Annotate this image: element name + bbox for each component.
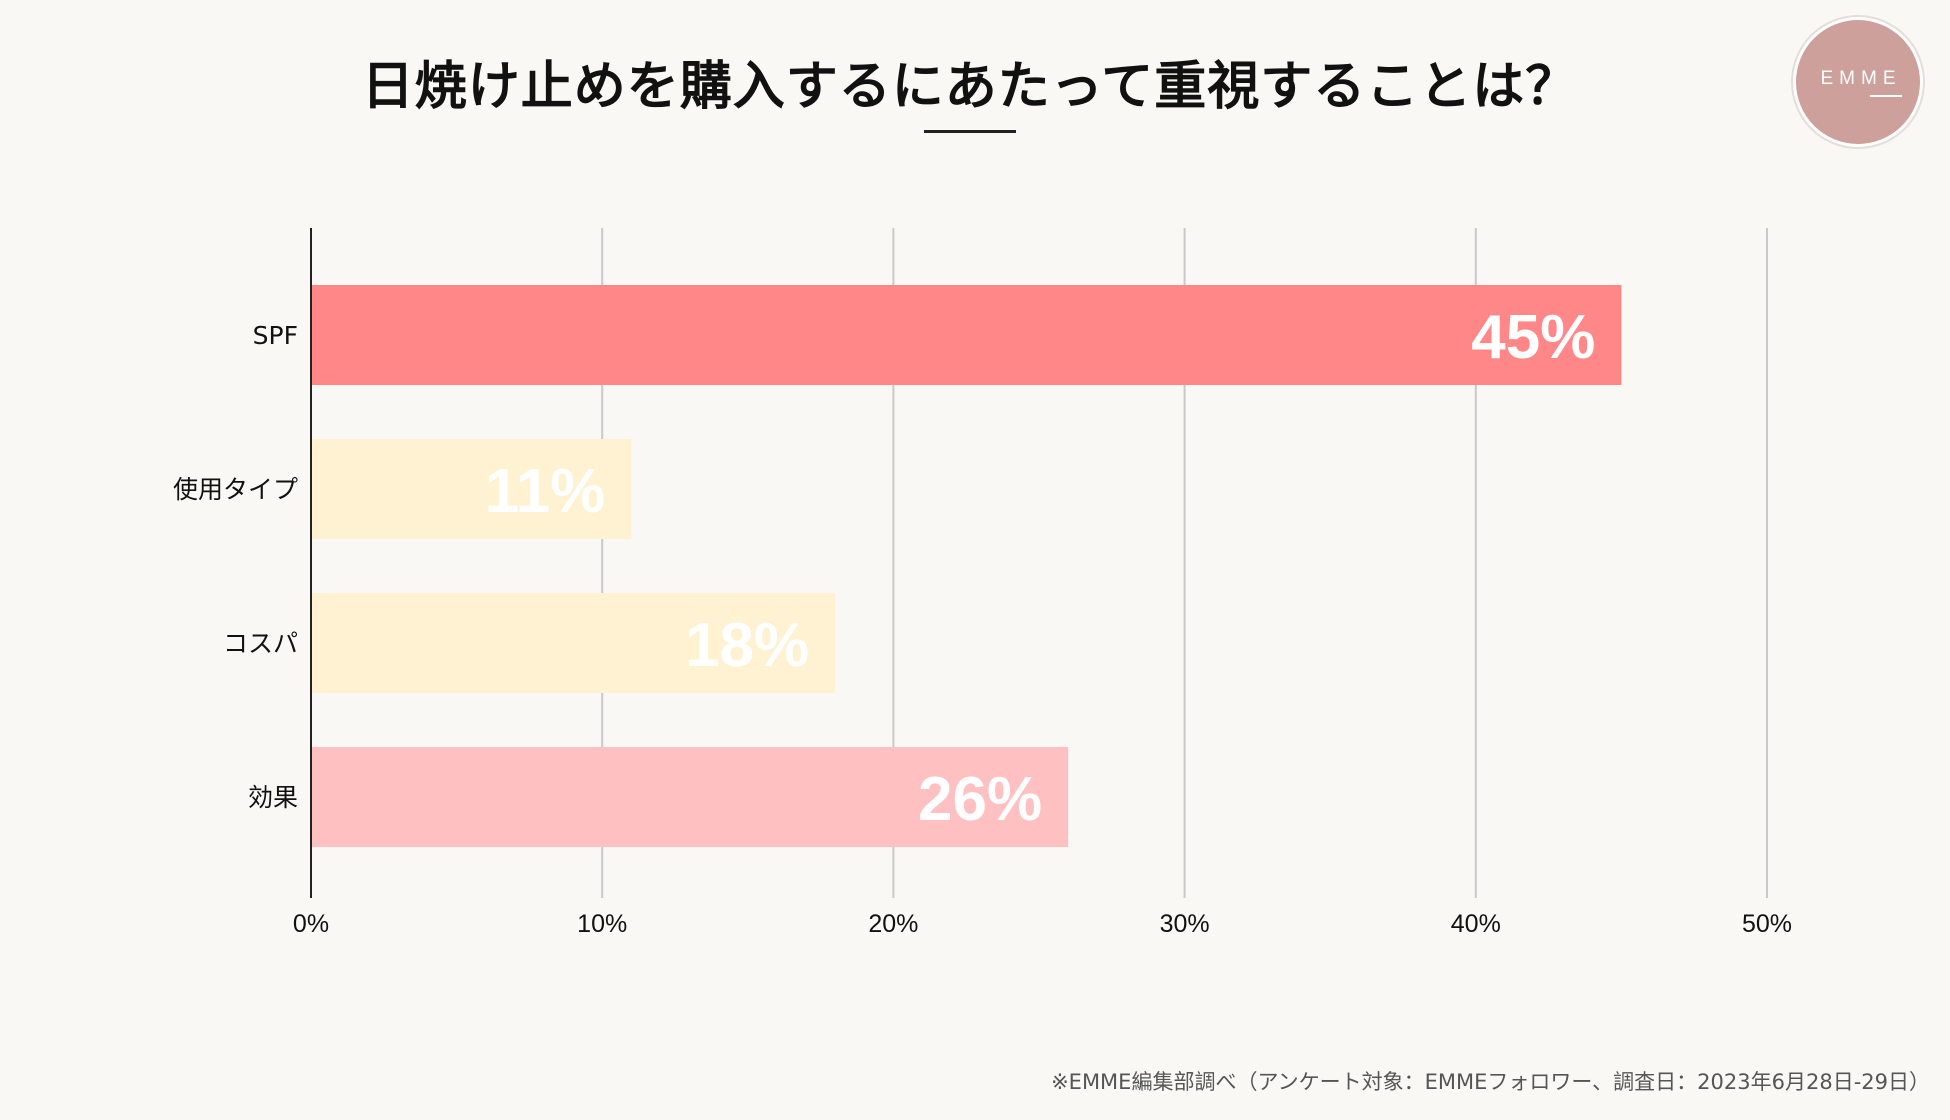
bar-3 — [311, 747, 1069, 847]
x-tick-label-20: 20% — [868, 910, 918, 938]
x-tick-labels: 0% 10% 20% 30% 40% 50% — [293, 910, 1792, 938]
logo-underline — [1870, 95, 1902, 97]
x-tick-label-0: 0% — [293, 910, 329, 938]
title-underline — [924, 130, 1016, 133]
bar-1 — [311, 439, 632, 539]
bar-2 — [311, 593, 836, 693]
bar-0 — [311, 285, 1622, 385]
chart-title: 日焼け止めを購入するにあたって重視することは？ — [361, 57, 1579, 117]
logo-text: EMME — [1820, 68, 1902, 89]
value-labels: 45% 11% 18% 26% — [485, 303, 1596, 834]
category-label-1: 使用タイプ — [173, 475, 298, 504]
category-label-2: コスパ — [223, 629, 298, 658]
x-tick-label-40: 40% — [1451, 910, 1501, 938]
source-footnote: ※EMME編集部調べ（アンケート対象：EMMEフォロワー、調査日：2023年6月… — [1051, 1070, 1930, 1094]
x-tick-label-30: 30% — [1160, 910, 1210, 938]
category-label-0: SPF — [253, 321, 298, 350]
x-tick-label-10: 10% — [577, 910, 627, 938]
value-label-0: 45% — [1471, 303, 1595, 372]
value-label-1: 11% — [485, 457, 606, 526]
value-label-3: 26% — [918, 765, 1042, 834]
category-label-3: 効果 — [248, 783, 298, 812]
x-tick-label-50: 50% — [1742, 910, 1792, 938]
emme-logo: EMME — [1796, 20, 1920, 144]
value-label-2: 18% — [685, 611, 809, 680]
bars — [311, 285, 1622, 847]
